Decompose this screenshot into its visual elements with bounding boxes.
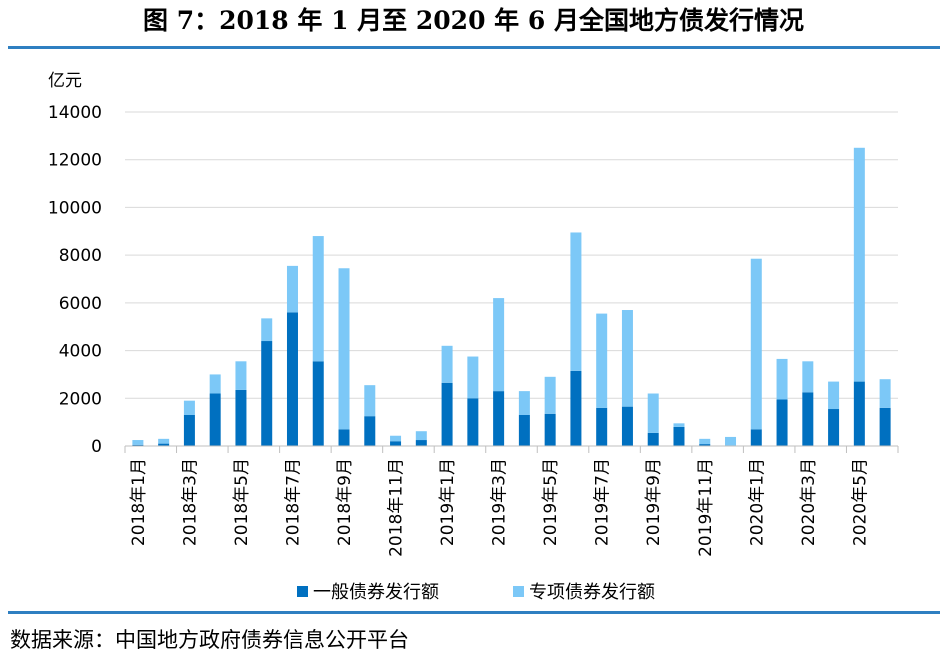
x-tick-label: 2019年3月: [490, 458, 510, 546]
bar-special-21: [647, 393, 659, 433]
bar-special-7: [286, 265, 298, 313]
bar-special-4: [209, 374, 221, 394]
x-tick-label: 2019年11月: [696, 458, 716, 557]
bar-special-24: [725, 436, 737, 446]
chart-title: 图 7：2018 年 1 月至 2020 年 6 月全国地方债发行情况: [143, 6, 804, 35]
y-tick-label: 6000: [59, 294, 102, 314]
stacked-bar-chart: 亿元 0 2000 4000 6000 8000 10000 12000 14000 2018…: [48, 71, 899, 603]
legend-label-special: 专项债券发行额: [529, 582, 655, 603]
x-tick-label: 2019年1月: [438, 458, 458, 546]
bar-special-22: [673, 423, 685, 427]
y-tick-label: 4000: [59, 342, 102, 362]
x-tick-label: 2019年5月: [541, 458, 561, 546]
bar-special-5: [235, 361, 247, 390]
x-tick-label: 2020年3月: [799, 458, 819, 546]
bar-special-25: [750, 258, 762, 430]
y-tick-label: 12000: [48, 151, 102, 171]
bar-special-15: [493, 298, 505, 392]
bar-general-14: [467, 398, 479, 446]
bar-general-15: [493, 391, 505, 446]
bar-general-13: [441, 382, 453, 446]
x-tick-label: 2018年11月: [387, 458, 407, 557]
x-tick-labels: 2018年1月 2018年3月 2018年5月 2018年7月 2018年9月 2018年…: [129, 458, 870, 557]
bar-general-2: [158, 443, 170, 446]
bar-general-27: [802, 392, 814, 446]
x-axis: [124, 445, 899, 453]
bar-general-23: [699, 444, 711, 446]
bar-general-26: [776, 399, 788, 446]
bar-general-28: [828, 409, 840, 446]
y-axis-unit: 亿元: [48, 71, 82, 91]
bar-general-3: [183, 414, 195, 446]
bar-general-8: [312, 361, 324, 446]
x-tick-label: 2018年7月: [283, 458, 303, 546]
y-tick-labels: 0 2000 4000 6000 8000 10000 12000 14000: [48, 103, 102, 457]
bar-special-8: [312, 236, 324, 362]
bar-general-7: [286, 312, 298, 446]
bar-general-25: [750, 429, 762, 446]
bar-special-3: [183, 400, 195, 415]
legend-label-general: 一般债券发行额: [313, 582, 439, 603]
legend: 一般债券发行额 专项债券发行额: [297, 582, 655, 603]
bar-special-13: [441, 345, 453, 383]
x-tick-label: 2019年7月: [593, 458, 613, 546]
bar-general-9: [338, 429, 350, 446]
bar-special-29: [853, 147, 865, 382]
legend-swatch-general: [297, 586, 308, 597]
bar-special-26: [776, 358, 788, 400]
bar-special-16: [518, 391, 530, 415]
bar-general-17: [544, 413, 556, 446]
y-tick-label: 14000: [48, 103, 102, 123]
legend-swatch-special: [513, 586, 524, 597]
top-rule: [8, 46, 940, 49]
bar-special-17: [544, 376, 556, 414]
bar-general-22: [673, 426, 685, 446]
bar-general-21: [647, 432, 659, 446]
bar-special-20: [621, 310, 633, 407]
bar-general-12: [415, 440, 427, 446]
bar-special-28: [828, 381, 840, 410]
bar-general-10: [364, 416, 376, 446]
bar-special-2: [158, 438, 170, 444]
y-tick-label: 10000: [48, 198, 102, 218]
y-tick-label: 0: [91, 437, 102, 457]
bar-general-18: [570, 370, 582, 446]
bar-general-30: [879, 407, 891, 446]
y-tick-label: 2000: [59, 389, 102, 409]
bar-special-6: [261, 318, 273, 342]
bar-special-18: [570, 232, 582, 371]
x-tick-label: 2020年1月: [747, 458, 767, 546]
bar-special-10: [364, 385, 376, 417]
bar-general-5: [235, 389, 247, 446]
x-tick-label: 2019年9月: [644, 458, 664, 546]
y-tick-label: 8000: [59, 246, 102, 266]
x-tick-label: 2018年9月: [335, 458, 355, 546]
bar-general-6: [261, 341, 273, 446]
bar-special-14: [467, 356, 479, 399]
bar-special-9: [338, 268, 350, 430]
bar-special-23: [699, 438, 711, 445]
bar-general-4: [209, 393, 221, 446]
bar-special-30: [879, 379, 891, 408]
bar-general-1: [132, 444, 144, 446]
x-tick-label: 2018年1月: [129, 458, 149, 546]
bar-special-27: [802, 361, 814, 393]
x-tick-label: 2018年5月: [232, 458, 252, 546]
bar-general-11: [390, 441, 402, 446]
bar-general-19: [596, 407, 608, 446]
bar-special-11: [390, 435, 402, 442]
bar-special-19: [596, 313, 608, 408]
x-tick-label: 2018年3月: [180, 458, 200, 546]
bar-general-20: [621, 406, 633, 446]
bar-general-16: [518, 414, 530, 446]
bottom-rule: [8, 611, 940, 614]
bar-general-29: [853, 381, 865, 446]
data-source-note: 数据来源：中国地方政府债券信息公开平台: [10, 628, 409, 652]
gridlines: [125, 111, 898, 399]
bar-special-12: [415, 431, 427, 441]
x-tick-label: 2020年5月: [850, 458, 870, 546]
bars: [132, 147, 891, 446]
bar-special-1: [132, 440, 144, 445]
